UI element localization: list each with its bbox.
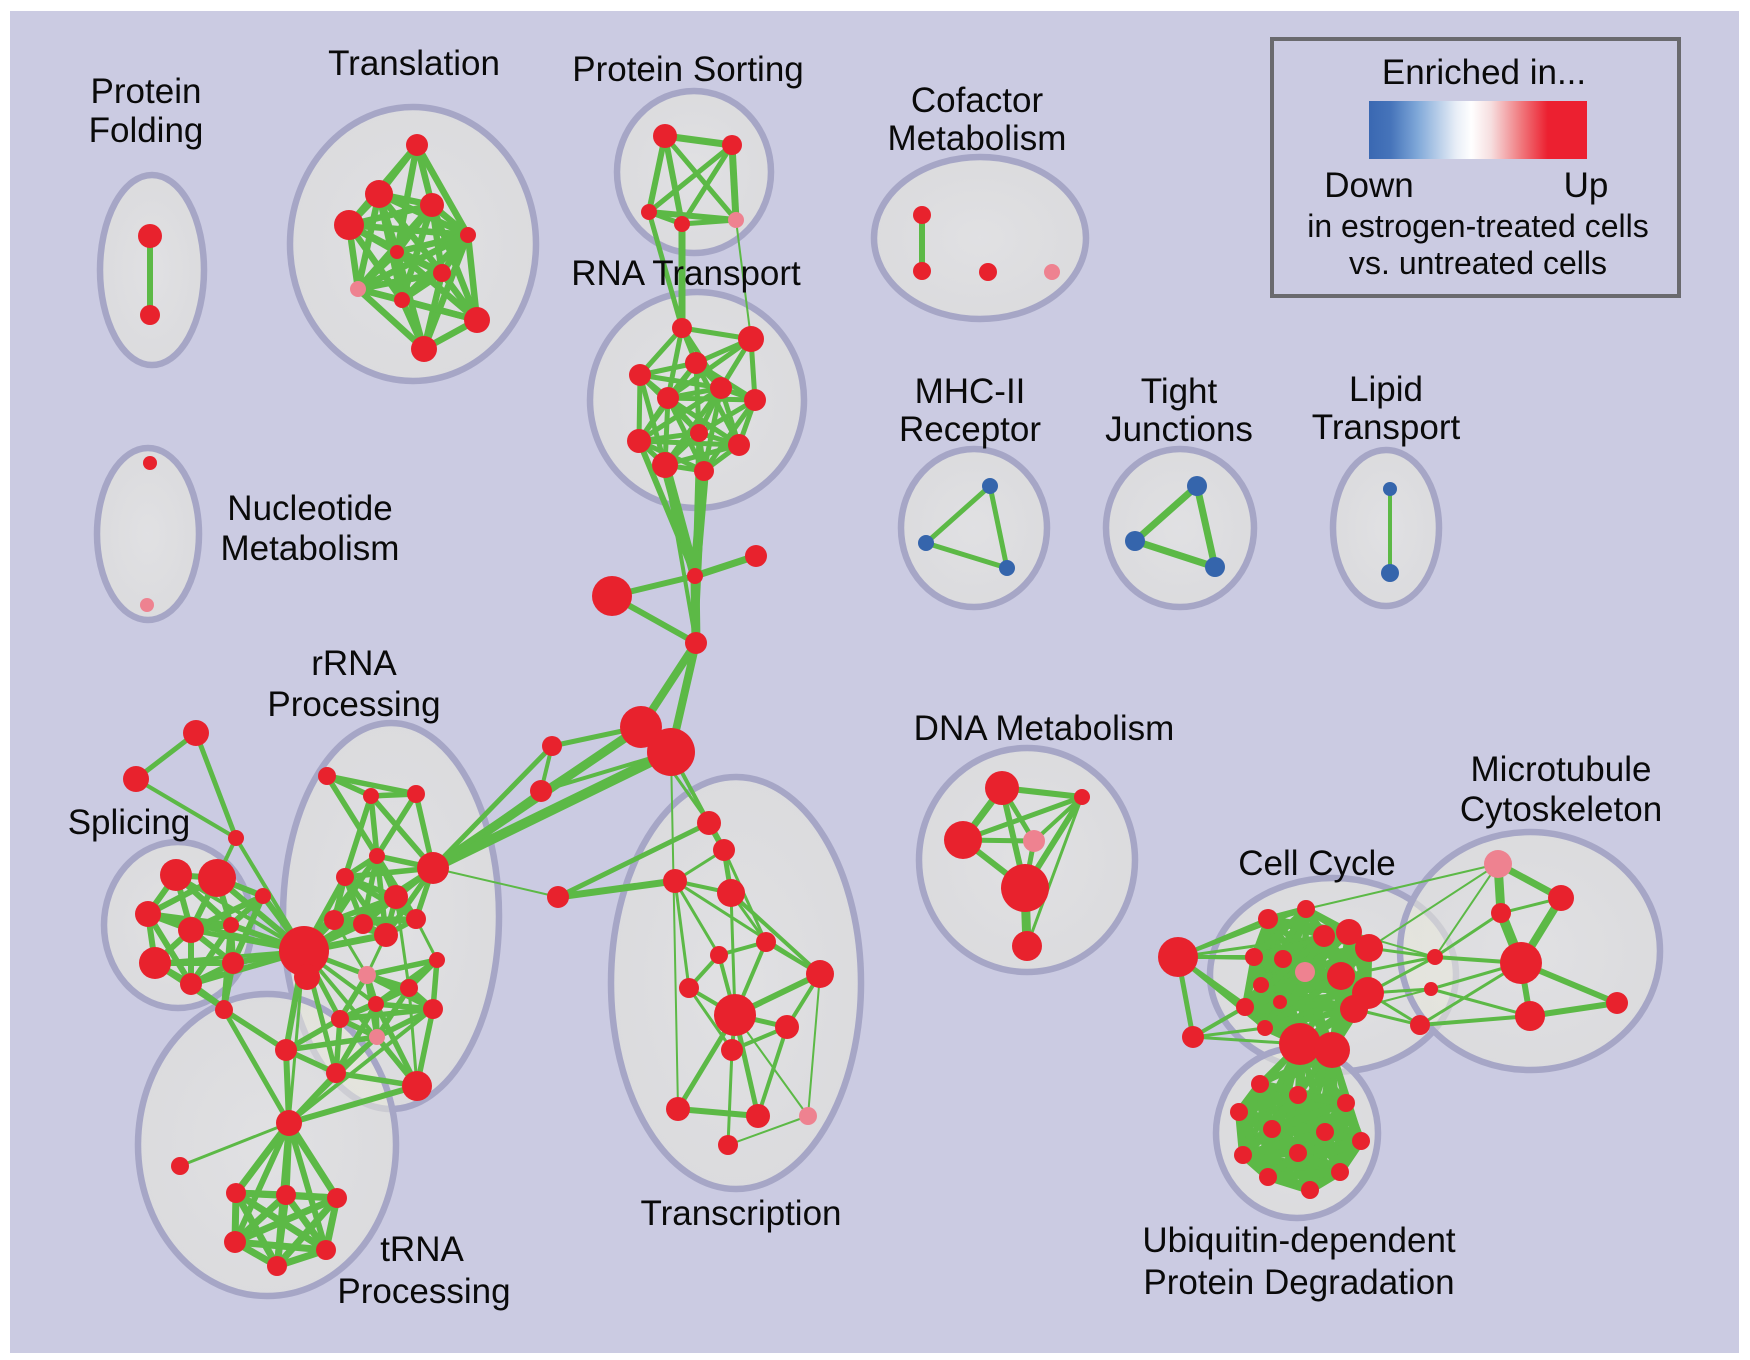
svg-text:Translation: Translation — [328, 44, 500, 83]
svg-text:Processing: Processing — [267, 685, 440, 724]
svg-text:Transcription: Transcription — [641, 1194, 842, 1233]
svg-text:Enriched in...: Enriched in... — [1382, 53, 1586, 92]
svg-text:Microtubule: Microtubule — [1471, 750, 1652, 789]
svg-text:Nucleotide: Nucleotide — [227, 489, 392, 528]
svg-text:Protein Degradation: Protein Degradation — [1143, 1263, 1454, 1302]
svg-text:Receptor: Receptor — [899, 410, 1041, 449]
svg-text:Lipid: Lipid — [1349, 370, 1423, 409]
svg-text:tRNA: tRNA — [380, 1230, 464, 1269]
svg-text:Cytoskeleton: Cytoskeleton — [1460, 790, 1662, 829]
svg-text:in estrogen-treated cells: in estrogen-treated cells — [1307, 208, 1649, 244]
svg-text:Junctions: Junctions — [1105, 410, 1253, 449]
svg-text:Protein: Protein — [91, 72, 202, 111]
svg-text:Transport: Transport — [1312, 408, 1461, 447]
svg-text:Metabolism: Metabolism — [888, 119, 1067, 158]
svg-text:Processing: Processing — [337, 1272, 510, 1311]
svg-text:Tight: Tight — [1141, 372, 1218, 411]
svg-text:rRNA: rRNA — [311, 644, 397, 683]
svg-text:Cofactor: Cofactor — [911, 81, 1044, 120]
svg-text:MHC-II: MHC-II — [915, 372, 1026, 411]
svg-text:Folding: Folding — [89, 111, 204, 150]
svg-text:Splicing: Splicing — [68, 803, 191, 842]
svg-text:RNA Transport: RNA Transport — [571, 254, 801, 293]
svg-text:DNA Metabolism: DNA Metabolism — [914, 709, 1175, 748]
svg-text:Ubiquitin-dependent: Ubiquitin-dependent — [1142, 1221, 1456, 1260]
svg-text:Up: Up — [1564, 166, 1609, 205]
svg-text:Protein Sorting: Protein Sorting — [572, 50, 804, 89]
svg-text:Cell Cycle: Cell Cycle — [1238, 844, 1396, 883]
svg-text:Metabolism: Metabolism — [221, 529, 400, 568]
svg-text:Down: Down — [1324, 166, 1413, 205]
svg-text:vs. untreated cells: vs. untreated cells — [1349, 245, 1607, 281]
